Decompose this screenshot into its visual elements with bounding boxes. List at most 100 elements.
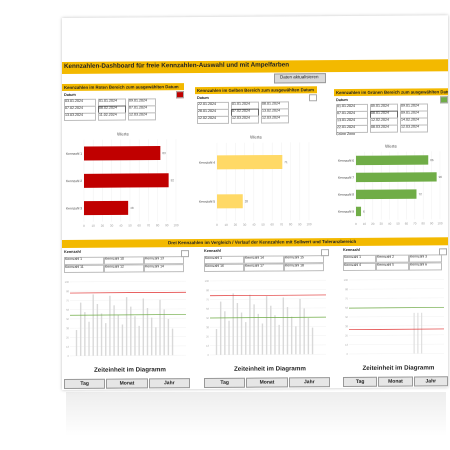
tick-label: 13 xyxy=(66,345,69,349)
gridline xyxy=(210,307,326,309)
time-unit-button[interactable]: Tag xyxy=(343,376,378,388)
gridline xyxy=(210,298,326,300)
bar xyxy=(356,206,362,217)
history-bar xyxy=(249,294,251,355)
table-cell-value: 07.02.2024 xyxy=(65,105,83,110)
time-unit-button[interactable]: Monat xyxy=(106,378,148,389)
table-cell-value: 12.02.2024 xyxy=(198,115,216,121)
tick-label: 80 xyxy=(289,222,293,226)
table-cell-value: 12.02.2024 xyxy=(371,117,389,122)
table-cell-value: 08.01.2024 xyxy=(262,101,280,106)
kpi-option-label: Kennzahl 13 xyxy=(145,256,164,261)
history-bar xyxy=(257,313,259,355)
kpi-option-label: Kennzahl 14 xyxy=(245,255,264,260)
gridline xyxy=(349,297,444,299)
history-bar xyxy=(79,302,82,356)
time-unit-button[interactable]: Tag xyxy=(204,377,246,389)
kpi-option-label: Kennzahl 10 xyxy=(105,256,124,261)
trend-chart: 100 88 75 63 50 38 25 13 0 xyxy=(344,278,444,356)
kpi-option-label: Kennzahl 5 xyxy=(377,262,394,267)
history-bar xyxy=(278,324,280,355)
tick-label: 40 xyxy=(388,222,392,226)
tick-label: 100 xyxy=(344,278,349,282)
time-unit-button[interactable]: Jahr xyxy=(148,378,190,389)
tick-label: 25 xyxy=(66,335,69,339)
target-line xyxy=(349,307,444,309)
category-label: Kennzahl 4 xyxy=(199,161,215,165)
history-bar xyxy=(236,302,239,355)
table-cell-value: 08.03.2024 xyxy=(371,124,389,129)
tick-label: 75 xyxy=(206,297,209,301)
tolerance-line xyxy=(210,294,326,297)
filter-clear-icon[interactable] xyxy=(439,248,447,256)
tick-label: 75 xyxy=(345,296,348,300)
filter-clear-icon[interactable] xyxy=(181,250,189,258)
table-cell-value: 09.01.2024 xyxy=(129,98,147,103)
tick-label: 10 xyxy=(363,222,367,226)
filter-icon[interactable] xyxy=(440,96,448,104)
trend-chart: 100 88 75 63 50 38 25 13 0 xyxy=(205,279,326,357)
history-bar xyxy=(138,325,140,356)
gridline xyxy=(349,343,444,345)
history-bar xyxy=(228,320,230,355)
kpi-option-label: Kennzahl 14 xyxy=(145,264,164,269)
filter-icon[interactable] xyxy=(176,91,184,99)
table-cell-value: 12.03.2024 xyxy=(129,112,147,117)
data-label: 48 xyxy=(130,206,134,210)
tick-label: 88 xyxy=(66,289,69,293)
bar xyxy=(217,154,283,170)
data-label: 71 xyxy=(284,160,288,164)
zone-label: Grüne Zone xyxy=(336,131,356,137)
tick-label: 20 xyxy=(371,222,375,226)
time-unit-button[interactable]: Tag xyxy=(64,378,106,389)
table-cell-value: 22.01.2024 xyxy=(337,124,355,130)
category-label: Kennzahl 6 xyxy=(338,159,354,163)
time-unit-button[interactable]: Jahr xyxy=(288,377,330,388)
tick-label: 13 xyxy=(345,343,348,347)
tick-label: 63 xyxy=(66,308,69,312)
history-bar xyxy=(146,308,149,356)
time-unit-button[interactable]: Monat xyxy=(246,377,288,388)
tick-label: 0 xyxy=(83,224,85,228)
date-label: Datum xyxy=(64,92,76,97)
table-cell-value: 01.01.2024 xyxy=(232,101,250,106)
kpi-selector-label: Kennzahl xyxy=(64,249,81,254)
table-cell-value: 01.01.2024 xyxy=(337,103,355,109)
tick-label: 60 xyxy=(138,223,142,227)
table-cell-value: 12.03.2024 xyxy=(401,124,419,129)
chart-title: Werte xyxy=(250,135,262,140)
tick-label: 50 xyxy=(66,317,69,321)
history-bar xyxy=(215,329,218,355)
gridline xyxy=(349,306,444,308)
tick-label: 50 xyxy=(396,222,400,226)
table-cell-value: 09.01.2024 xyxy=(401,110,419,115)
history-bar xyxy=(92,294,94,356)
chart-title: Werte xyxy=(117,132,129,137)
history-bar xyxy=(421,312,423,354)
data-label: 6 xyxy=(363,210,365,214)
category-label: Kennzahl 2 xyxy=(66,179,82,183)
filter-clear-icon[interactable] xyxy=(321,249,329,257)
tick-label: 50 xyxy=(261,223,265,227)
history-bar xyxy=(295,326,297,355)
history-bar xyxy=(245,322,247,355)
time-unit-button[interactable]: Monat xyxy=(378,376,413,387)
tick-label: 75 xyxy=(66,298,69,302)
tick-label: 20 xyxy=(234,223,238,227)
category-label: Kennzahl 1 xyxy=(66,152,82,156)
tick-label: 38 xyxy=(66,326,69,330)
filter-icon[interactable] xyxy=(309,94,317,102)
time-unit-button[interactable]: Jahr xyxy=(413,376,448,387)
gridline xyxy=(349,334,444,336)
tolerance-line xyxy=(349,328,444,330)
tick-label: 0 xyxy=(208,353,210,357)
table-cell-value: 09.01.2024 xyxy=(401,103,419,108)
panel-green-kpis: Kennzahlen im Grünen Bereich zum ausgewä… xyxy=(334,88,448,232)
tick-label: 63 xyxy=(206,307,209,311)
bar-chart: Werte 0 10 20 30 40 50 60 70 80 90 100 Kennzahl 6 86 K… xyxy=(338,144,443,226)
gridline xyxy=(349,353,444,355)
category-label: Kennzahl 3 xyxy=(66,206,82,210)
history-bar xyxy=(253,304,255,355)
panel-red-kpis: Kennzahlen im Roten Bereich zum ausgewäh… xyxy=(62,83,184,234)
